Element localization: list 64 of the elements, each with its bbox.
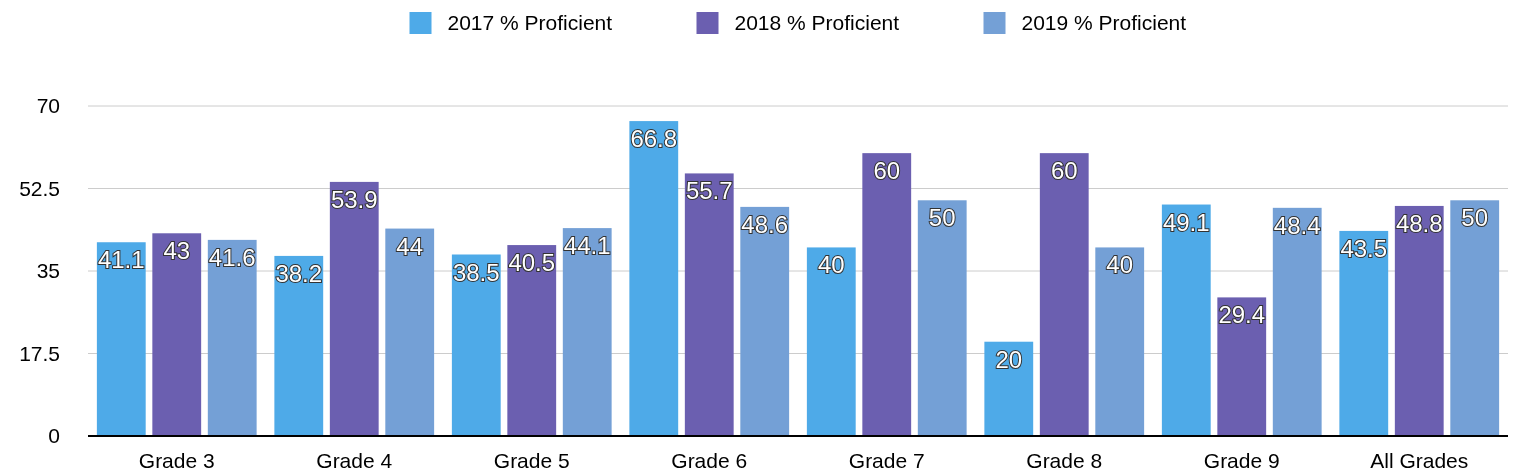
- bar: [1161, 204, 1211, 436]
- data-label: 44: [396, 232, 424, 260]
- data-label: 48.4: [1273, 211, 1321, 239]
- data-label: 40: [817, 251, 845, 279]
- bar: [507, 245, 557, 436]
- data-label: 48.8: [1395, 209, 1443, 237]
- data-label: 53.9: [330, 185, 378, 213]
- data-label: 60: [873, 157, 901, 185]
- data-label: 49.1: [1162, 208, 1210, 236]
- x-tick-label: Grade 7: [848, 449, 925, 472]
- bar: [629, 121, 679, 436]
- legend-label: 2018 % Proficient: [734, 11, 900, 35]
- bar: [152, 233, 202, 436]
- bar: [984, 341, 1034, 436]
- data-label: 40.5: [508, 249, 556, 277]
- data-label: 60: [1050, 157, 1078, 185]
- x-tick-label: Grade 5: [493, 449, 570, 472]
- y-tick-label: 70: [36, 94, 60, 118]
- x-tick-label: All Grades: [1370, 449, 1469, 472]
- data-label: 50: [928, 204, 956, 232]
- bar: [740, 206, 790, 436]
- bar: [207, 239, 257, 436]
- y-tick-label: 52.5: [19, 176, 60, 200]
- bar: [1339, 230, 1389, 436]
- y-tick-label: 17.5: [19, 341, 60, 365]
- bar: [1039, 153, 1089, 436]
- data-label: 38.5: [452, 258, 500, 286]
- data-label: 50: [1461, 204, 1489, 232]
- data-label: 20: [995, 345, 1023, 373]
- bar: [274, 255, 324, 436]
- data-label: 40: [1106, 251, 1134, 279]
- data-label: 48.6: [741, 210, 789, 238]
- bar: [451, 254, 501, 436]
- bar: [1272, 207, 1322, 436]
- bar: [385, 228, 435, 436]
- data-label: 38.2: [275, 259, 323, 287]
- y-tick-label: 0: [48, 424, 60, 448]
- bar: [96, 242, 146, 436]
- x-tick-label: Grade 8: [1026, 449, 1103, 472]
- data-label: 43: [163, 237, 191, 265]
- data-label: 44.1: [563, 232, 611, 260]
- x-tick-label: Grade 6: [671, 449, 748, 472]
- data-label: 29.4: [1218, 301, 1266, 329]
- bar: [1394, 205, 1444, 436]
- data-label: 43.5: [1340, 234, 1388, 262]
- x-tick-label: Grade 3: [138, 449, 215, 472]
- bar: [329, 181, 379, 436]
- bar: [917, 200, 967, 436]
- bar: [806, 247, 856, 436]
- bar: [562, 228, 612, 436]
- bar: [1095, 247, 1145, 436]
- data-label: 55.7: [685, 177, 733, 205]
- y-tick-label: 35: [36, 259, 60, 283]
- legend-label: 2019 % Proficient: [1021, 11, 1187, 35]
- data-label: 41.1: [97, 246, 145, 274]
- x-tick-label: Grade 9: [1203, 449, 1280, 472]
- data-label: 66.8: [630, 125, 678, 153]
- bar: [862, 153, 912, 436]
- x-tick-label: Grade 4: [316, 449, 393, 472]
- bar: [684, 173, 734, 436]
- bar: [1217, 297, 1267, 436]
- data-label: 41.6: [208, 243, 256, 271]
- legend-label: 2017 % Proficient: [447, 11, 613, 35]
- bar: [1450, 200, 1500, 436]
